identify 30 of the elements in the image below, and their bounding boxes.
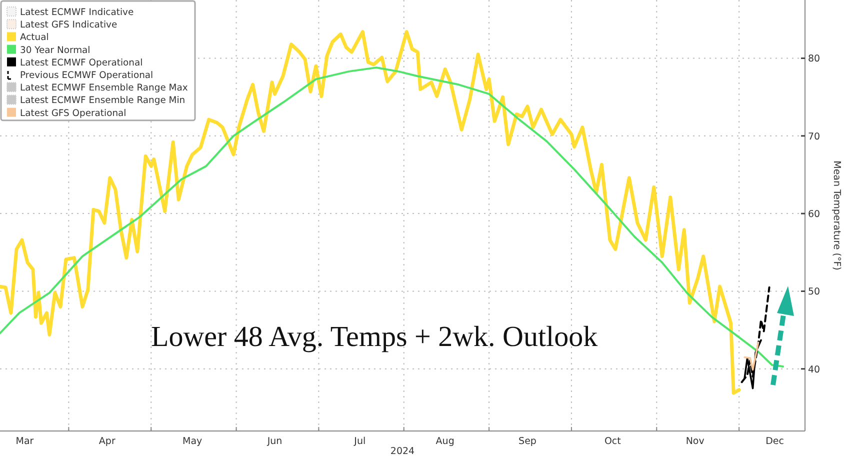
y-tick-label: 80 bbox=[808, 54, 820, 65]
legend-label: Latest GFS Operational bbox=[20, 108, 126, 119]
legend-label: Previous ECMWF Operational bbox=[20, 70, 154, 81]
y-tick-label: 40 bbox=[808, 364, 820, 376]
x-tick-label: Aug bbox=[436, 436, 454, 447]
y-axis-title: Mean Temperature (°F) bbox=[831, 160, 842, 270]
y-tick-label: 60 bbox=[808, 209, 820, 220]
line-series bbox=[0, 66, 784, 368]
legend-label: Latest ECMWF Ensemble Range Max bbox=[20, 82, 188, 94]
legend-label: Latest ECMWF Operational bbox=[20, 57, 143, 68]
line-series bbox=[0, 30, 741, 395]
y-tick-label: 70 bbox=[808, 131, 820, 142]
x-tick-label: May bbox=[182, 436, 203, 447]
legend-label: Latest ECMWF Ensemble Range Min bbox=[20, 95, 186, 106]
x-tick-label: Oct bbox=[604, 436, 622, 447]
legend-label: Latest GFS Indicative bbox=[20, 20, 118, 31]
legend-label: Latest ECMWF Indicative bbox=[20, 7, 134, 18]
legend-label: 30 Year Normal bbox=[20, 44, 90, 56]
x-tick-label: Jun bbox=[266, 436, 282, 447]
x-tick-label: Dec bbox=[766, 436, 784, 447]
x-tick-label: Apr bbox=[98, 436, 116, 447]
x-axis-title: 2024 bbox=[390, 446, 415, 456]
x-tick-label: Sep bbox=[518, 436, 536, 447]
legend-label: Actual bbox=[20, 32, 49, 44]
y-tick-label: 50 bbox=[808, 286, 820, 298]
x-tick-label: Mar bbox=[16, 436, 34, 447]
x-tick-label: Nov bbox=[686, 436, 705, 447]
line-series bbox=[744, 342, 760, 371]
annotation: Lower 48 Avg. Temps + 2wk. Outlook bbox=[151, 321, 598, 353]
x-tick-label: Jul bbox=[353, 436, 366, 447]
